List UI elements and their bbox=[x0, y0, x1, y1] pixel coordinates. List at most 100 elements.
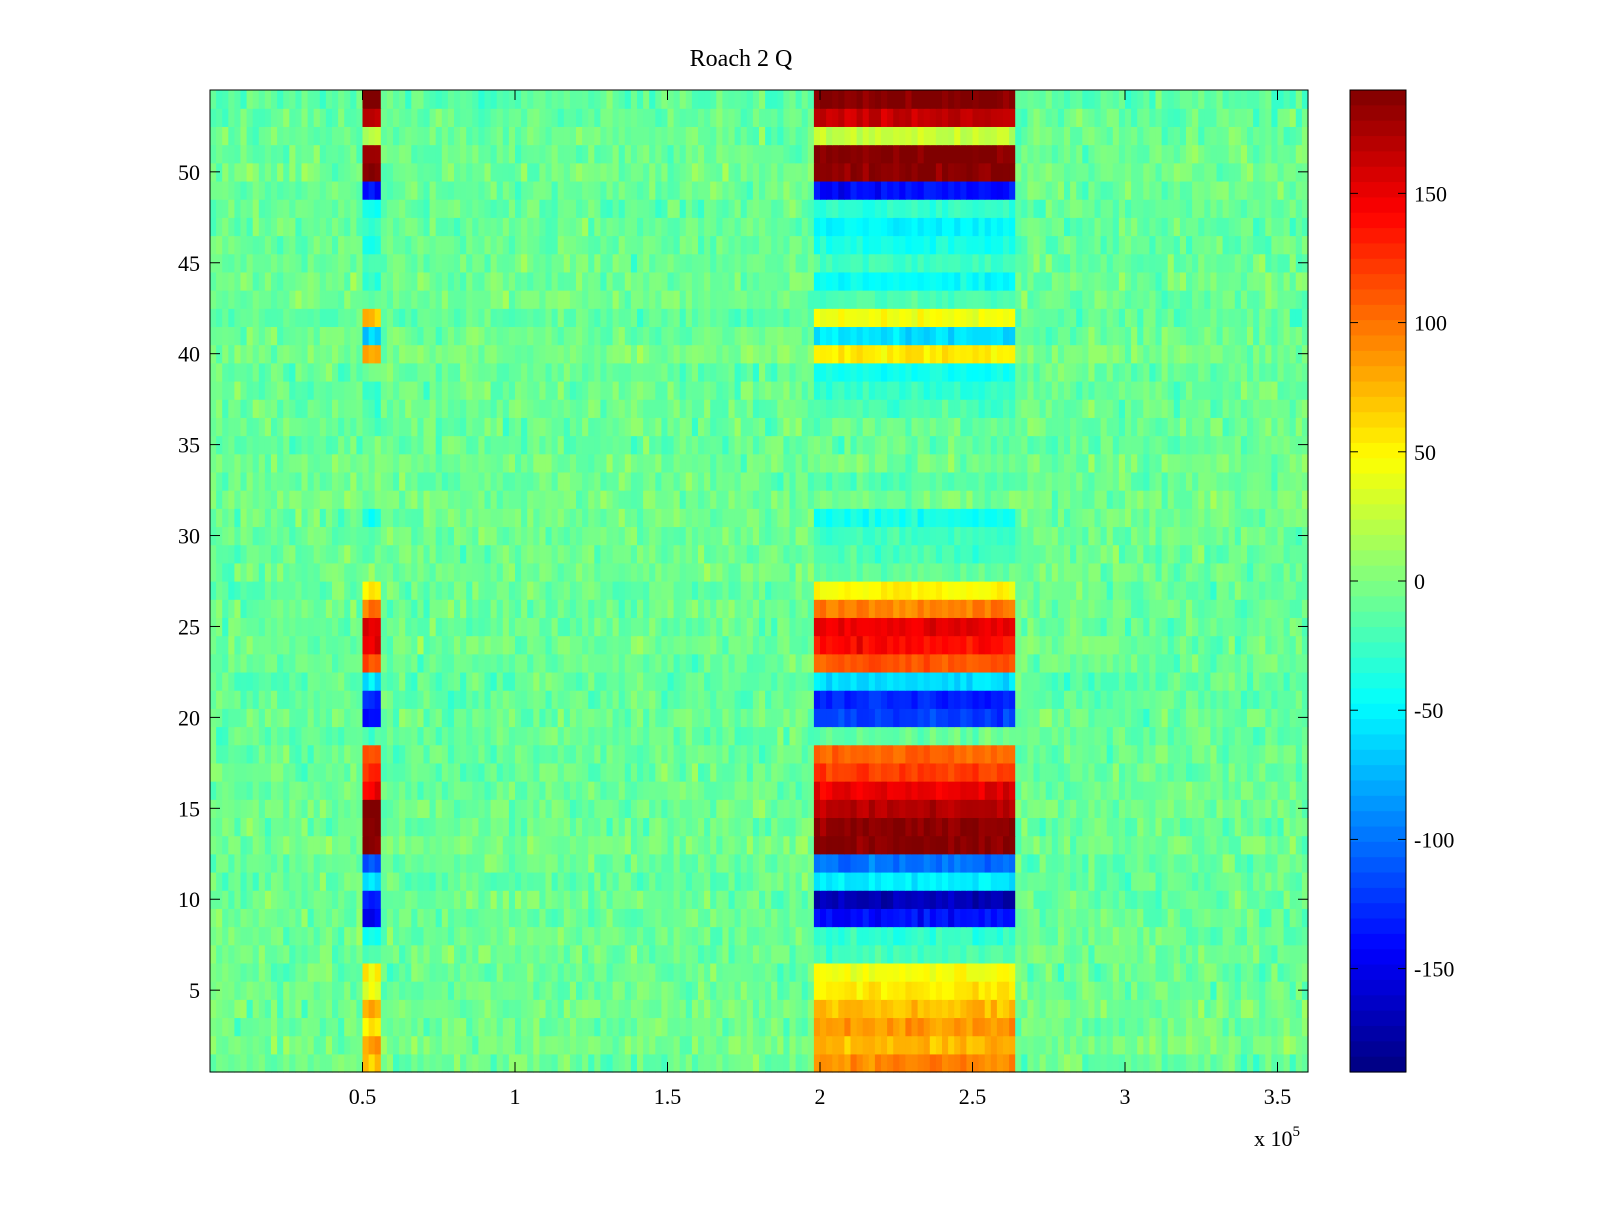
heatmap-cell bbox=[1198, 981, 1205, 1000]
heatmap-cell bbox=[246, 781, 254, 800]
heatmap-cell bbox=[954, 744, 961, 764]
heatmap-cell bbox=[1118, 708, 1126, 728]
heatmap-cell bbox=[856, 817, 864, 837]
heatmap-cell bbox=[1198, 617, 1205, 637]
heatmap-cell bbox=[484, 1017, 492, 1037]
heatmap-cell bbox=[673, 562, 681, 582]
heatmap-cell bbox=[618, 671, 626, 691]
heatmap-cell bbox=[698, 726, 705, 746]
heatmap-cell bbox=[710, 962, 717, 982]
heatmap-cell bbox=[228, 962, 235, 982]
heatmap-cell bbox=[527, 653, 534, 673]
heatmap-cell bbox=[929, 671, 937, 691]
heatmap-cell bbox=[1210, 890, 1218, 909]
heatmap-cell bbox=[502, 871, 510, 891]
heatmap-cell bbox=[1106, 962, 1114, 982]
heatmap-cell bbox=[332, 1035, 339, 1055]
heatmap-cell bbox=[777, 781, 784, 800]
heatmap-cell bbox=[679, 671, 687, 691]
heatmap-cell bbox=[295, 1035, 303, 1055]
heatmap-cell bbox=[1247, 1053, 1254, 1073]
heatmap-cell bbox=[271, 999, 278, 1019]
heatmap-cell bbox=[508, 871, 516, 891]
heatmap-cell bbox=[655, 962, 662, 982]
heatmap-cell bbox=[521, 962, 528, 982]
heatmap-cell bbox=[551, 1053, 559, 1073]
heatmap-cell bbox=[759, 944, 766, 964]
heatmap-cell bbox=[1277, 653, 1285, 673]
heatmap-cell bbox=[1204, 599, 1211, 618]
heatmap-cell bbox=[881, 708, 888, 728]
heatmap-cell bbox=[332, 944, 339, 964]
heatmap-cell bbox=[216, 635, 223, 655]
heatmap-cell bbox=[996, 599, 1004, 618]
heatmap-cell bbox=[417, 762, 425, 782]
heatmap-cell bbox=[1271, 581, 1279, 600]
heatmap-cell bbox=[850, 744, 858, 764]
heatmap-cell bbox=[466, 981, 473, 1000]
heatmap-cell bbox=[990, 926, 998, 946]
heatmap-cell bbox=[283, 635, 290, 655]
heatmap-cell bbox=[539, 999, 547, 1019]
heatmap-cell bbox=[582, 981, 589, 1000]
heatmap-cell bbox=[1247, 781, 1254, 800]
heatmap-cell bbox=[1088, 1035, 1096, 1055]
heatmap-cell bbox=[1234, 690, 1242, 709]
heatmap-cell bbox=[222, 981, 229, 1000]
heatmap-cell bbox=[325, 762, 333, 782]
heatmap-cell bbox=[283, 781, 290, 800]
heatmap-cell bbox=[386, 817, 394, 837]
heatmap-cell bbox=[228, 1053, 235, 1073]
heatmap-cell bbox=[752, 690, 760, 709]
heatmap-cell bbox=[1100, 926, 1108, 946]
heatmap-cell bbox=[216, 671, 223, 691]
heatmap-cell bbox=[301, 981, 309, 1000]
heatmap-cell bbox=[1222, 835, 1230, 855]
heatmap-cell bbox=[1222, 962, 1230, 982]
heatmap-cell bbox=[569, 635, 577, 655]
heatmap-cell bbox=[502, 635, 510, 655]
heatmap-cell bbox=[978, 708, 986, 728]
heatmap-cell bbox=[356, 562, 364, 582]
heatmap-cell bbox=[1216, 726, 1224, 746]
heatmap-cell bbox=[551, 562, 559, 582]
heatmap-cell bbox=[210, 671, 217, 691]
heatmap-cell bbox=[1186, 781, 1193, 800]
heatmap-cell bbox=[301, 744, 309, 764]
heatmap-cell bbox=[594, 981, 601, 1000]
heatmap-cell bbox=[490, 617, 498, 637]
heatmap-cell bbox=[600, 981, 608, 1000]
heatmap-cell bbox=[1179, 890, 1187, 909]
heatmap-cell bbox=[807, 726, 815, 746]
heatmap-cell bbox=[258, 690, 266, 709]
heatmap-cell bbox=[1051, 1053, 1059, 1073]
heatmap-cell bbox=[990, 835, 998, 855]
heatmap-cell bbox=[1167, 926, 1175, 946]
heatmap-cell bbox=[716, 981, 723, 1000]
heatmap-cell bbox=[1253, 799, 1260, 819]
heatmap-cell bbox=[1247, 708, 1254, 728]
heatmap-cell bbox=[545, 981, 553, 1000]
heatmap-cell bbox=[1228, 817, 1236, 837]
heatmap-cell bbox=[1253, 581, 1260, 600]
heatmap-cell bbox=[515, 562, 522, 582]
heatmap-cell bbox=[1057, 926, 1065, 946]
heatmap-cell bbox=[1186, 635, 1193, 655]
heatmap-cell bbox=[301, 944, 309, 964]
heatmap-cell bbox=[691, 962, 699, 982]
heatmap-cell bbox=[441, 690, 449, 709]
heatmap-cell bbox=[1265, 617, 1272, 637]
heatmap-cell bbox=[1021, 890, 1028, 909]
heatmap-cell bbox=[496, 817, 504, 837]
heatmap-cell bbox=[606, 962, 614, 982]
heatmap-cell bbox=[1027, 1035, 1035, 1055]
heatmap-cell bbox=[1289, 962, 1297, 982]
heatmap-cell bbox=[325, 871, 333, 891]
heatmap-cell bbox=[795, 799, 803, 819]
heatmap-cell bbox=[661, 962, 669, 982]
heatmap-cell bbox=[929, 908, 937, 928]
heatmap-cell bbox=[1228, 908, 1236, 928]
heatmap-cell bbox=[630, 762, 638, 782]
heatmap-cell bbox=[405, 944, 412, 964]
heatmap-cell bbox=[1100, 1035, 1108, 1055]
